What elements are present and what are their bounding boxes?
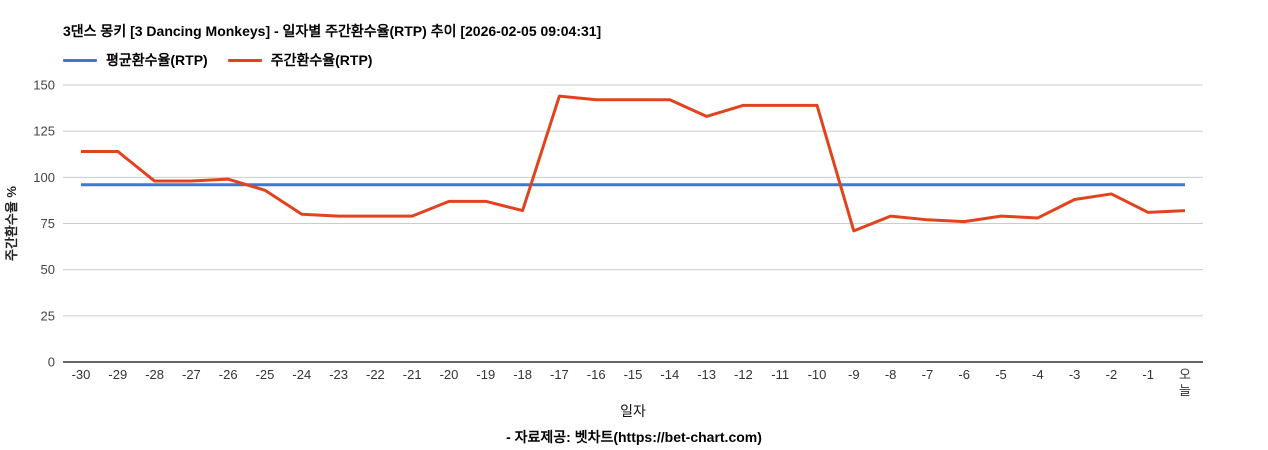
x-tick-label: -2	[1106, 367, 1118, 382]
x-tick-label: -21	[403, 367, 422, 382]
x-tick-label: -22	[366, 367, 385, 382]
x-tick-label: -15	[624, 367, 643, 382]
x-tick-label: -12	[734, 367, 753, 382]
x-tick-label: -23	[329, 367, 348, 382]
y-axis-title: 주간환수율 %	[4, 186, 19, 261]
x-tick-label: -10	[808, 367, 827, 382]
legend-label-weekly: 주간환수율(RTP)	[270, 52, 373, 68]
x-tick-label: -6	[958, 367, 970, 382]
average-line-swatch-icon	[63, 58, 97, 62]
legend-item-average[interactable]: 평균환수율(RTP)	[63, 50, 208, 70]
x-tick-label: -18	[513, 367, 532, 382]
x-tick-label: -9	[848, 367, 860, 382]
gridlines	[63, 84, 1203, 363]
x-tick-label: -3	[1069, 367, 1081, 382]
x-tick-label: -8	[885, 367, 897, 382]
x-tick-label: -17	[550, 367, 569, 382]
legend-label-average: 평균환수율(RTP)	[106, 52, 208, 68]
x-axis-ticks: -30 -29 -28 -27 -26 -25 -24 -23 -22 -21 -20 -19 -18 -…	[72, 367, 1191, 398]
x-tick-label: -26	[219, 367, 238, 382]
y-tick-label: 50	[41, 262, 55, 277]
weekly-line-swatch-icon	[227, 58, 262, 62]
x-tick-label: -20	[440, 367, 459, 382]
x-tick-label: -16	[587, 367, 606, 382]
weekly-rtp-line[interactable]	[81, 94, 1186, 233]
legend-item-weekly[interactable]: 주간환수율(RTP)	[227, 50, 373, 70]
y-tick-label: 0	[48, 355, 55, 370]
x-tick-label: -7	[922, 367, 934, 382]
x-axis-title: 일자	[620, 403, 646, 419]
chart-title: 3댄스 몽키 [3 Dancing Monkeys] - 일자별 주간환수율(R…	[63, 23, 602, 39]
y-tick-label: 150	[33, 78, 55, 93]
x-tick-label: -27	[182, 367, 201, 382]
x-tick-label: -19	[476, 367, 495, 382]
series-lines	[81, 94, 1186, 233]
x-tick-label: -24	[292, 367, 311, 382]
x-tick-label: -11	[771, 367, 789, 382]
y-axis-ticks: 0 25 50 75 100 125 150	[33, 78, 55, 370]
y-tick-label: 100	[33, 170, 55, 185]
x-tick-label: -28	[145, 367, 164, 382]
x-tick-label: -5	[995, 367, 1007, 382]
x-tick-label: -1	[1142, 367, 1154, 382]
x-tick-label: -14	[660, 367, 679, 382]
y-tick-label: 75	[41, 216, 55, 231]
x-tick-label: -29	[108, 367, 127, 382]
y-tick-label: 25	[41, 308, 55, 323]
x-tick-label: -25	[256, 367, 275, 382]
legend: 평균환수율(RTP) 주간환수율(RTP)	[63, 50, 372, 70]
x-tick-label: -30	[72, 367, 91, 382]
x-tick-label: -13	[697, 367, 716, 382]
x-tick-label: -4	[1032, 367, 1044, 382]
footer-credit: - 자료제공: 벳차트(https://bet-chart.com)	[506, 429, 762, 445]
y-tick-label: 125	[33, 124, 55, 139]
